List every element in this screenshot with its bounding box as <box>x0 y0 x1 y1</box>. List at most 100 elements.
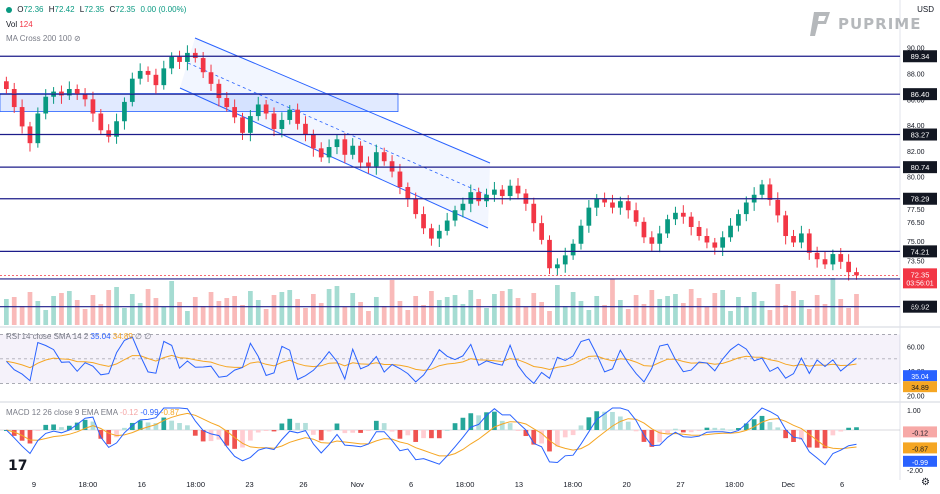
candle-body <box>192 52 198 59</box>
volume-bar <box>436 300 442 325</box>
candle-body <box>822 259 828 265</box>
macd-histogram-bar <box>11 430 17 436</box>
candle-body <box>617 201 623 208</box>
volume-bar <box>27 292 33 325</box>
channel-lower-line <box>179 87 489 229</box>
volume-bar <box>791 291 796 325</box>
volume-bar <box>728 311 733 325</box>
candle-body <box>673 212 678 220</box>
macd-histogram-bar <box>240 430 245 448</box>
volume-bar <box>570 292 576 325</box>
macd-histogram-bar <box>255 430 261 433</box>
macd-histogram-bar <box>799 430 804 440</box>
volume-bar <box>633 295 639 325</box>
macd-histogram-bar <box>743 423 749 430</box>
candle-body <box>271 113 277 129</box>
volume-bar <box>185 311 190 325</box>
macd-tick-label: 1.00 <box>907 408 921 415</box>
macd-histogram-bar <box>736 428 741 430</box>
macd-histogram-bar <box>759 415 765 430</box>
macd-histogram-bar <box>728 429 733 431</box>
candle-body <box>287 109 293 120</box>
time-axis-label: 6 <box>409 480 413 489</box>
currency-label[interactable]: USD <box>917 5 934 14</box>
candle-body <box>216 83 222 99</box>
volume-bar <box>460 304 466 325</box>
volume-bar <box>224 298 230 325</box>
candle-body <box>625 201 631 211</box>
macd-histogram-bar <box>830 430 836 436</box>
macd-histogram-bar <box>594 411 600 430</box>
candle-body <box>224 98 230 108</box>
macd-histogram-bar <box>444 429 450 431</box>
macd-histogram-bar <box>381 423 387 430</box>
macd-histogram-bar <box>680 430 686 433</box>
macd-histogram-bar <box>279 423 285 430</box>
time-axis-label: Nov <box>351 480 365 489</box>
macd-histogram-bar <box>106 430 112 445</box>
volume-bar <box>712 293 718 325</box>
macd-histogram-bar <box>145 422 151 430</box>
macd-histogram-bar <box>814 430 820 448</box>
gear-icon[interactable]: ⚙ <box>921 477 930 488</box>
volume-bar <box>240 305 245 325</box>
macd-histogram-bar <box>161 417 167 430</box>
candle-body <box>310 134 316 149</box>
ma-legend[interactable]: MA Cross 200 100 ⊘ <box>6 34 81 43</box>
candle-body <box>59 91 64 96</box>
macd-histogram-bar <box>751 419 757 430</box>
time-axis-label: 26 <box>299 480 307 489</box>
candle-body <box>814 252 820 260</box>
level-price-tag <box>903 161 937 174</box>
volume-bar <box>66 291 72 325</box>
macd-histogram-bar <box>484 412 489 430</box>
level-price-tag <box>903 50 937 63</box>
candle-body <box>499 189 505 197</box>
candle-body <box>484 194 489 202</box>
candle-body <box>161 68 167 86</box>
macd-histogram-bar <box>350 430 356 433</box>
price-tick-label: 82.00 <box>907 149 925 156</box>
time-axis-label: 13 <box>515 480 523 489</box>
eye-off-icon[interactable]: ⊘ <box>74 34 81 43</box>
candle-body <box>452 210 458 221</box>
time-axis-label: 18:00 <box>186 480 205 489</box>
macd-signal-line <box>6 412 857 457</box>
candle-body <box>555 264 560 269</box>
macd-histogram-bar <box>625 421 631 430</box>
volume-bar <box>641 304 647 325</box>
candle-body <box>775 199 781 216</box>
volume-bar <box>35 301 41 325</box>
candle-body <box>145 70 151 75</box>
candle-body <box>200 58 206 73</box>
candle-body <box>649 237 655 244</box>
macd-histogram-bar <box>499 420 505 430</box>
macd-histogram-bar <box>43 424 49 430</box>
volume-bar <box>846 308 851 325</box>
level-price-label: 83.27 <box>911 131 930 140</box>
volume-bar <box>271 295 277 325</box>
level-price-tag <box>903 245 937 258</box>
candle-body <box>436 230 442 239</box>
volume-bar <box>137 303 143 325</box>
macd-histogram-bar <box>720 428 726 430</box>
time-axis-label: 18:00 <box>563 480 582 489</box>
volume-bar <box>397 301 403 325</box>
volume-bar <box>208 292 214 325</box>
macd-histogram-bar <box>555 430 560 447</box>
candle-body <box>350 145 356 155</box>
volume-bar <box>759 301 765 325</box>
candle-body <box>712 242 718 248</box>
candle-body <box>492 189 497 195</box>
volume-bar <box>366 311 371 325</box>
macd-histogram-bar <box>74 422 80 430</box>
macd-histogram-bar <box>318 430 324 441</box>
macd-histogram-bar <box>602 411 607 430</box>
candle-body <box>586 207 592 226</box>
time-axis-label: 9 <box>32 480 36 489</box>
price-tick-label: 86.00 <box>907 97 925 104</box>
tradingview-logo[interactable]: 17 <box>8 458 28 474</box>
macd-histogram-bar <box>673 428 678 430</box>
